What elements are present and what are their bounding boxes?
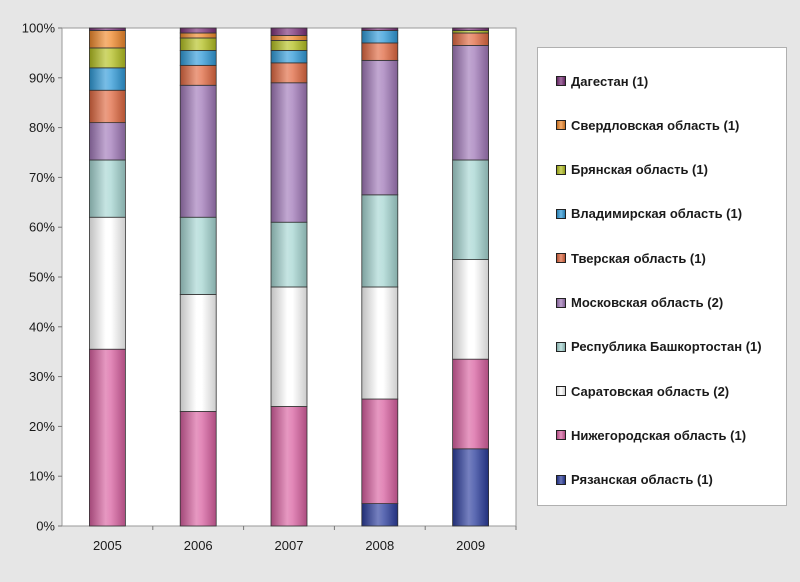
- bar-segment: [270, 286, 308, 407]
- legend-swatch: [556, 430, 566, 441]
- legend-label: Московская область (2): [571, 295, 724, 310]
- bars-layer: [89, 27, 490, 527]
- x-tick-label: 2007: [275, 538, 304, 553]
- bar-segment: [179, 50, 217, 66]
- legend-label: Свердловская область (1): [571, 117, 740, 133]
- x-tick-label: 2008: [365, 538, 394, 553]
- legend-item: Рязанская область (1): [556, 470, 713, 490]
- bar-segment: [270, 35, 308, 41]
- legend-item: Московская область (2): [556, 293, 723, 313]
- bar-segment: [361, 286, 399, 400]
- x-tick-label: 2009: [456, 538, 485, 553]
- legend-swatch: [556, 341, 566, 352]
- bar-segment: [270, 221, 308, 288]
- legend-label: Саратовская область (2): [571, 383, 730, 399]
- bar-segment: [89, 159, 126, 218]
- y-axis: 0% 10% 20% 30% 40% 50% 60% 70% 80% 90% 100%: [22, 21, 62, 534]
- legend-item: Саратовская область (2): [556, 381, 729, 401]
- legend-swatch: [556, 76, 566, 86]
- legend-item: Брянская область (1): [556, 160, 708, 180]
- bar-segment: [179, 37, 217, 51]
- y-tick-label: 20%: [29, 419, 55, 434]
- legend-item: Свердловская область (1): [556, 115, 739, 135]
- bar-segment: [452, 448, 490, 527]
- y-tick-label: 70%: [29, 170, 55, 185]
- bar-segment: [361, 42, 399, 61]
- bar-segment: [361, 59, 399, 196]
- legend-item: Владимирская область (1): [556, 204, 742, 224]
- bar-segment: [452, 159, 490, 260]
- bar-segment: [89, 67, 126, 91]
- bar-segment: [270, 406, 308, 527]
- bar-segment: [270, 62, 308, 84]
- bar-segment: [452, 32, 490, 46]
- y-tick-label: 10%: [29, 469, 55, 484]
- bar-segment: [89, 47, 126, 69]
- y-tick-label: 30%: [29, 369, 55, 384]
- y-tick-label: 60%: [29, 220, 55, 235]
- bar-segment: [89, 122, 126, 161]
- bar-segment: [361, 27, 399, 31]
- legend-swatch: [556, 120, 566, 131]
- y-tick-label: 0%: [36, 519, 55, 534]
- bar-segment: [179, 216, 217, 295]
- bar-segment: [179, 64, 217, 86]
- bar-segment: [89, 89, 126, 124]
- legend-item: Нижегородская область (1): [556, 425, 746, 445]
- legend-label: Владимирская область (1): [571, 206, 743, 222]
- bar-segment: [179, 84, 217, 218]
- bar-segment: [270, 27, 308, 36]
- legend-swatch: [556, 208, 566, 219]
- legend-swatch: [556, 386, 566, 397]
- bar-segment: [179, 411, 217, 527]
- legend-label: Рязанская область (1): [571, 472, 713, 488]
- legend-item: Дагестан (1): [556, 71, 648, 91]
- bar-segment: [452, 27, 490, 31]
- bar-segment: [89, 30, 126, 49]
- bar-segment: [270, 82, 308, 223]
- legend-item: Республика Башкортостан (1): [556, 337, 762, 357]
- legend-swatch: [556, 474, 566, 485]
- bar-segment: [270, 50, 308, 64]
- x-tick-label: 2005: [93, 538, 122, 553]
- bar-segment: [361, 194, 399, 288]
- y-tick-label: 40%: [29, 319, 55, 334]
- legend-label: Брянская область (1): [571, 162, 708, 178]
- legend-item: Тверская область (1): [556, 248, 706, 268]
- y-tick-label: 50%: [29, 270, 55, 285]
- bar-segment: [179, 27, 217, 34]
- bar-segment: [452, 259, 490, 360]
- legend-label: Тверская область (1): [571, 250, 706, 266]
- bar-segment: [89, 348, 126, 527]
- bar-segment: [89, 216, 126, 350]
- x-axis: 2005 2006 2007 2008 2009: [93, 526, 517, 553]
- bar-segment: [452, 358, 490, 450]
- legend-swatch: [556, 164, 566, 175]
- legend-swatch: [556, 253, 566, 264]
- bar-segment: [89, 27, 126, 31]
- legend-swatch: [556, 297, 566, 308]
- bar-segment: [361, 503, 399, 527]
- y-tick-label: 80%: [29, 120, 55, 135]
- y-tick-label: 100%: [22, 21, 56, 36]
- legend-label: Нижегородская область (1): [571, 427, 747, 443]
- y-tick-label: 90%: [29, 70, 55, 85]
- bar-segment: [179, 294, 217, 412]
- legend-label: Республика Башкортостан (1): [571, 339, 762, 355]
- bar-segment: [270, 40, 308, 51]
- legend-label: Дагестан (1): [571, 73, 649, 89]
- bar-segment: [452, 45, 490, 161]
- legend: Дагестан (1) Свердловская область (1) Брян…: [537, 47, 787, 506]
- bar-segment: [179, 32, 217, 39]
- bar-segment: [361, 398, 399, 504]
- bar-segment: [361, 30, 399, 44]
- x-tick-label: 2006: [184, 538, 213, 553]
